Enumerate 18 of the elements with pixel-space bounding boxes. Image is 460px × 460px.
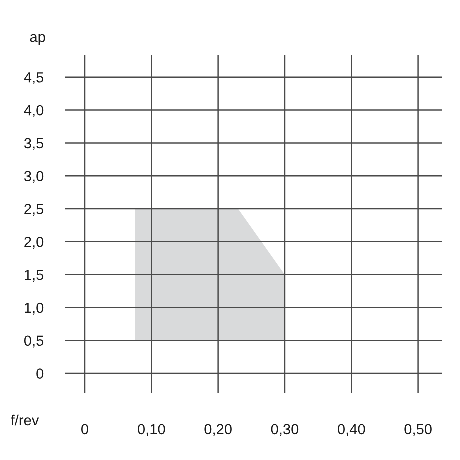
y-tick-label: 4,0 [24, 105, 44, 118]
x-tick-label: 0,20 [204, 424, 232, 436]
x-tick-label: 0,10 [138, 424, 166, 436]
y-tick-label: 1,0 [25, 302, 44, 315]
y-axis-title: ap [30, 34, 46, 46]
y-tick-label: 2,0 [24, 237, 44, 250]
x-axis-title: f/rev [11, 414, 40, 426]
x-tick-label: 0,50 [404, 424, 432, 436]
y-tick-label: 3,5 [24, 138, 44, 150]
y-tick-label: 4,5 [24, 72, 44, 85]
y-tick-label: 0 [36, 368, 44, 379]
x-tick-label: 0,40 [338, 424, 366, 436]
y-tick-label: 1,5 [25, 270, 44, 282]
x-tick-label: 0,30 [271, 424, 299, 436]
y-tick-label: 2,5 [24, 204, 44, 216]
x-tick-label: 0 [82, 424, 88, 435]
y-tick-label: 0,5 [24, 336, 44, 348]
y-tick-label: 3,0 [24, 171, 44, 184]
